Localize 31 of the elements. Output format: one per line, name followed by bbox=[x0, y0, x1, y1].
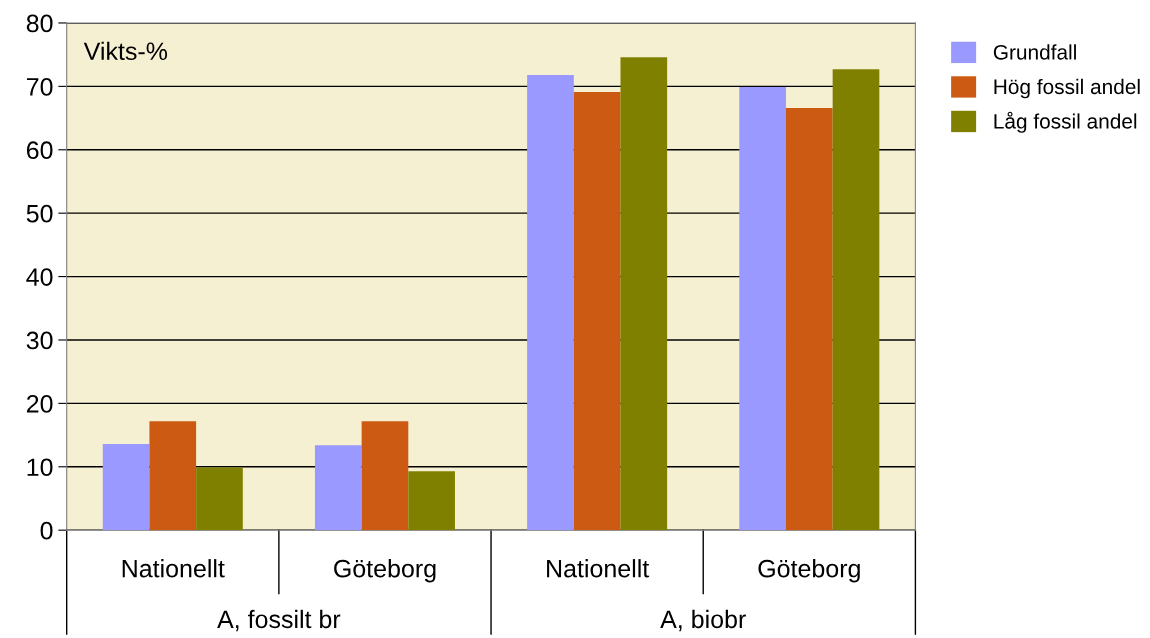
legend-label: Hög fossil andel bbox=[994, 78, 1140, 99]
y-axis-title: Vikts-% bbox=[83, 41, 168, 61]
legend-label: Grundfall bbox=[993, 44, 1076, 60]
bar bbox=[785, 107, 833, 531]
bar bbox=[149, 421, 197, 531]
y-tick-label: 10 bbox=[27, 458, 53, 477]
x-tick-label: Nationellt bbox=[547, 559, 650, 578]
bar bbox=[573, 92, 621, 531]
y-tick-label: 20 bbox=[26, 394, 53, 413]
legend-label: Låg fossil andel bbox=[994, 111, 1137, 133]
text: A, biobr bbox=[660, 609, 746, 632]
bar bbox=[832, 69, 880, 531]
bar bbox=[620, 57, 668, 531]
y-tick-label: 40 bbox=[26, 268, 53, 286]
bar bbox=[527, 74, 574, 531]
y-tick-label: 30 bbox=[26, 331, 53, 350]
bar bbox=[314, 445, 362, 531]
y-tick-label: 80 bbox=[26, 14, 53, 33]
bar bbox=[361, 421, 409, 531]
y-tick-label: 60 bbox=[26, 141, 53, 160]
text: A, fossilt br bbox=[217, 609, 341, 632]
bar bbox=[739, 87, 786, 531]
y-tick-label: 50 bbox=[26, 204, 53, 223]
x-tick-label: Nationellt bbox=[122, 559, 225, 578]
bar bbox=[102, 443, 150, 531]
y-tick-label: 70 bbox=[26, 77, 53, 96]
bar bbox=[408, 471, 455, 531]
y-tick-label: 0 bbox=[40, 521, 53, 540]
bar bbox=[196, 467, 243, 531]
x-tick-label: Göteborg bbox=[758, 559, 860, 583]
x-tick-label: Göteborg bbox=[334, 559, 436, 583]
